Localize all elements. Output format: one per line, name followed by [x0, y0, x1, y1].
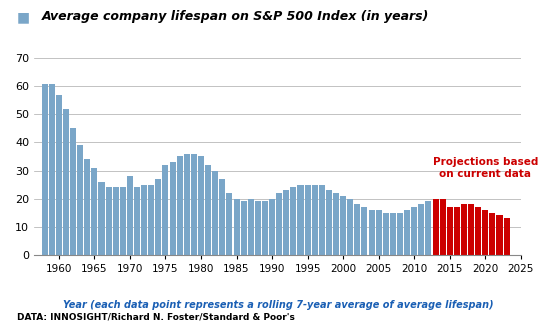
Bar: [361, 207, 368, 255]
Text: ■: ■: [17, 10, 35, 24]
Bar: [312, 185, 317, 255]
Bar: [475, 207, 481, 255]
Bar: [454, 207, 460, 255]
Bar: [433, 198, 438, 255]
Text: Projections based
on current data: Projections based on current data: [433, 157, 538, 179]
Bar: [198, 156, 204, 255]
Bar: [490, 213, 495, 255]
Bar: [155, 179, 162, 255]
Bar: [340, 196, 346, 255]
Bar: [212, 171, 218, 255]
Bar: [375, 210, 382, 255]
Bar: [169, 162, 175, 255]
Bar: [177, 156, 183, 255]
Bar: [354, 204, 360, 255]
Bar: [411, 207, 417, 255]
Bar: [383, 213, 389, 255]
Bar: [106, 187, 111, 255]
Bar: [148, 185, 154, 255]
Bar: [99, 182, 105, 255]
Bar: [184, 154, 190, 255]
Bar: [120, 187, 126, 255]
Text: DATA: INNOSIGHT/Richard N. Foster/Standard & Poor's: DATA: INNOSIGHT/Richard N. Foster/Standa…: [17, 313, 295, 321]
Bar: [397, 213, 403, 255]
Bar: [290, 187, 296, 255]
Bar: [468, 204, 474, 255]
Bar: [48, 84, 55, 255]
Text: Year (each data point represents a rolling 7-year average of average lifespan): Year (each data point represents a rolli…: [63, 300, 494, 310]
Bar: [439, 198, 446, 255]
Bar: [461, 204, 467, 255]
Bar: [496, 215, 502, 255]
Text: Average company lifespan on S&P 500 Index (in years): Average company lifespan on S&P 500 Inde…: [42, 10, 429, 23]
Bar: [297, 185, 304, 255]
Bar: [219, 179, 226, 255]
Bar: [163, 165, 168, 255]
Bar: [91, 168, 97, 255]
Bar: [305, 185, 311, 255]
Bar: [447, 207, 453, 255]
Bar: [255, 201, 261, 255]
Bar: [226, 193, 232, 255]
Bar: [404, 210, 410, 255]
Bar: [205, 165, 211, 255]
Bar: [347, 198, 353, 255]
Bar: [127, 176, 133, 255]
Bar: [426, 201, 432, 255]
Bar: [42, 84, 48, 255]
Bar: [134, 187, 140, 255]
Bar: [326, 190, 332, 255]
Bar: [241, 201, 247, 255]
Bar: [84, 159, 90, 255]
Bar: [248, 198, 254, 255]
Bar: [369, 210, 375, 255]
Bar: [262, 201, 268, 255]
Bar: [233, 198, 240, 255]
Bar: [141, 185, 147, 255]
Bar: [269, 198, 275, 255]
Bar: [63, 109, 69, 255]
Bar: [390, 213, 396, 255]
Bar: [504, 218, 510, 255]
Bar: [70, 129, 76, 255]
Bar: [333, 193, 339, 255]
Bar: [113, 187, 119, 255]
Bar: [191, 154, 197, 255]
Bar: [276, 193, 282, 255]
Bar: [77, 145, 83, 255]
Bar: [56, 95, 62, 255]
Bar: [418, 204, 424, 255]
Bar: [482, 210, 488, 255]
Bar: [284, 190, 289, 255]
Bar: [319, 185, 325, 255]
